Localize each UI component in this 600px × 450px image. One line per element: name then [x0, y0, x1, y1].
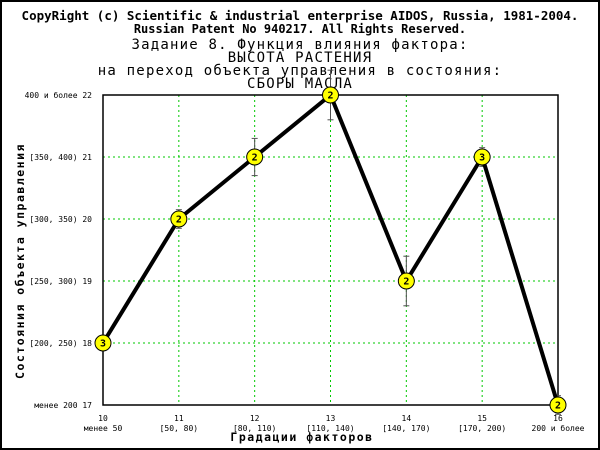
data-point-marker	[246, 148, 264, 166]
data-point-marker	[473, 148, 491, 166]
data-point-label: 2	[403, 277, 409, 288]
y-tick-label: [250, 300) 19	[29, 277, 92, 286]
x-tick-sublabel: [170, 200)	[458, 424, 506, 433]
copyright-text: CopyRight (c) Scientific & industrial en…	[21, 8, 579, 23]
data-point-label: 2	[555, 401, 561, 412]
data-point-marker	[549, 396, 567, 414]
y-tick-labels: менее 200 17 [200, 250) 18 [250, 300) 19 [3…	[25, 90, 93, 410]
y-tick-label: [350, 400) 21	[29, 153, 92, 162]
data-point-marker	[94, 334, 112, 352]
data-point-label: 2	[176, 215, 182, 226]
grid-layer	[102, 94, 559, 406]
y-tick-label: менее 200 17	[34, 401, 92, 410]
x-tick-sublabel: [50, 80)	[160, 424, 199, 433]
x-tick-label: 10	[98, 414, 108, 423]
data-point-label: 3	[479, 153, 485, 164]
data-point-label: 3	[100, 339, 106, 350]
data-point-marker	[170, 210, 188, 228]
x-tick-label: 15	[477, 414, 487, 423]
y-tick-label: 400 и более 22	[25, 90, 93, 100]
chart-title-line1: Задание 8. Функция влияния фактора:	[131, 37, 469, 53]
x-tick-label: 11	[174, 414, 184, 423]
x-tick-label: 13	[326, 414, 336, 423]
x-tick-label: 12	[250, 414, 260, 423]
y-tick-label: [300, 350) 20	[29, 215, 92, 224]
chart-title-line2: ВЫСОТА РАСТЕНИЯ	[227, 50, 373, 66]
x-tick-sublabel: [110, 140)	[306, 424, 354, 433]
x-tick-label: 16	[553, 414, 563, 423]
y-tick-label: [200, 250) 18	[29, 339, 92, 348]
data-point-label: 2	[327, 91, 333, 102]
x-tick-sublabel: [140, 170)	[382, 424, 430, 433]
chart-title-line3: на переход объекта управления в состояни…	[97, 63, 503, 79]
x-tick-sublabel: [80, 110)	[233, 424, 276, 433]
data-point-label: 2	[252, 153, 258, 164]
patent-text: Russian Patent No 940217. All Rights Res…	[133, 22, 467, 36]
x-tick-sublabel: 200 и более	[532, 423, 585, 433]
data-point-marker	[322, 86, 339, 104]
error-bar-layer	[175, 69, 561, 415]
data-point-marker	[397, 272, 415, 290]
chart-title-line4: СБОРЫ МАСЛА	[247, 76, 353, 92]
x-tick-label: 14	[402, 414, 412, 423]
x-axis-label: Градации факторов	[230, 430, 373, 444]
y-axis-label: Состояния объекта управления	[13, 143, 27, 379]
x-tick-sublabel: менее 50	[84, 424, 123, 433]
marker-layer: 3 2 2 2 2 3 2	[94, 86, 567, 414]
